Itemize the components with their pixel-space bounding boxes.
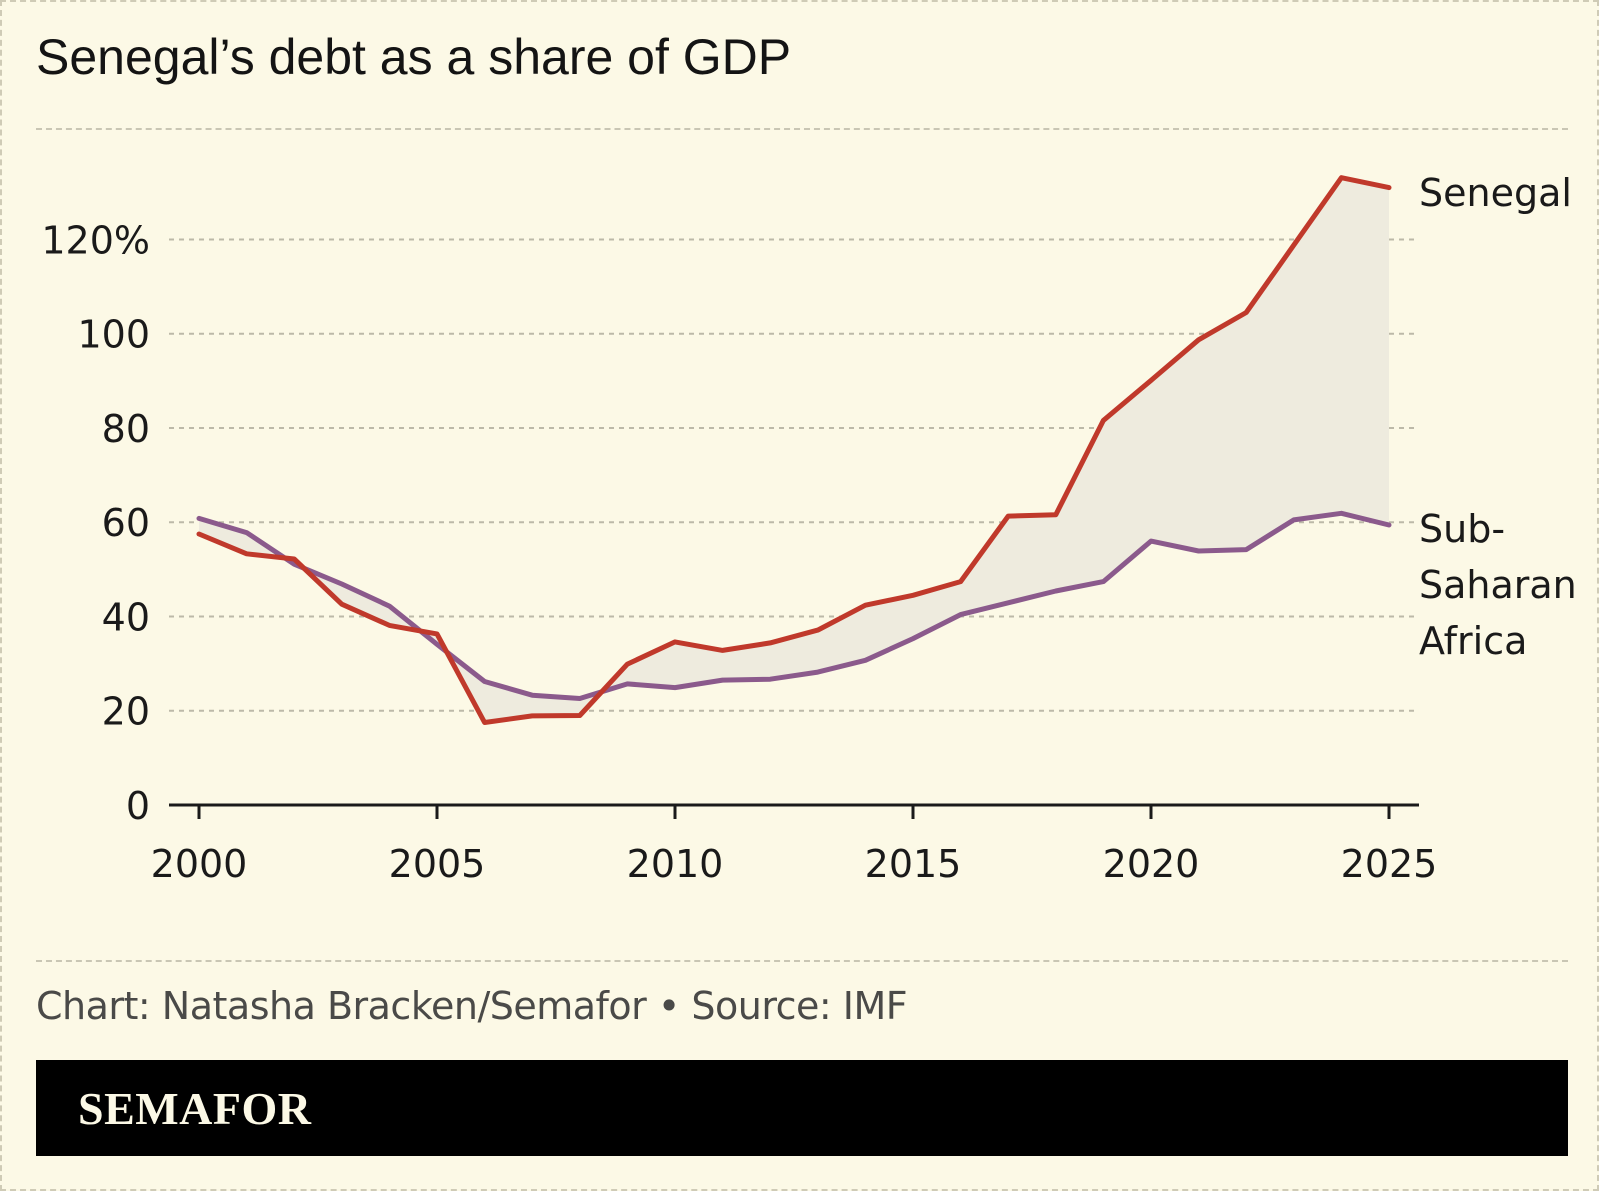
x-tick-label-2025: 2025 (1341, 842, 1438, 886)
series-label-sub-saharan-africa-line-1: Sub- (1419, 507, 1505, 551)
series-labels: Senegal Sub- Saharan Africa (1419, 171, 1577, 663)
y-tick-label-20: 20 (102, 690, 150, 734)
series-label-sub-saharan-africa-line-2: Saharan (1419, 563, 1577, 607)
bottom-divider (36, 960, 1568, 962)
x-tick-label-2000: 2000 (151, 842, 248, 886)
y-tick-label-60: 60 (102, 501, 150, 545)
y-tick-label-100: 100 (77, 313, 150, 357)
line-chart: 0 20 40 60 80 100 120% 2000 2005 2010 2015 2020 202… (41, 171, 1577, 886)
y-tick-label-0: 0 (126, 784, 150, 828)
series-label-senegal-line-1: Senegal (1419, 171, 1572, 215)
x-axis (169, 803, 1419, 819)
brand-footer: SEMAFOR (36, 1060, 1568, 1156)
chart-title: Senegal’s debt as a share of GDP (36, 29, 792, 85)
x-tick-labels: 2000 2005 2010 2015 2020 2025 (151, 842, 1438, 886)
x-tick-label-2005: 2005 (389, 842, 486, 886)
fill-between-series (199, 177, 1389, 723)
y-tick-label-120: 120% (41, 218, 150, 262)
source-credit: Chart: Natasha Bracken/Semafor • Source:… (36, 984, 908, 1028)
y-tick-label-40: 40 (102, 595, 150, 639)
y-tick-labels: 0 20 40 60 80 100 120% (41, 218, 150, 828)
x-tick-label-2010: 2010 (627, 842, 724, 886)
top-divider (36, 128, 1568, 130)
series-line-sub-saharan-africa (196, 510, 1392, 701)
x-tick-label-2015: 2015 (865, 842, 962, 886)
shaded-gap (199, 177, 1389, 723)
series-lines (196, 175, 1392, 725)
x-tick-label-2020: 2020 (1103, 842, 1200, 886)
semafor-logo: SEMAFOR (78, 1083, 312, 1134)
series-label-sub-saharan-africa-line-3: Africa (1419, 619, 1527, 663)
series-line-senegal (196, 175, 1392, 725)
y-tick-label-80: 80 (102, 407, 150, 451)
